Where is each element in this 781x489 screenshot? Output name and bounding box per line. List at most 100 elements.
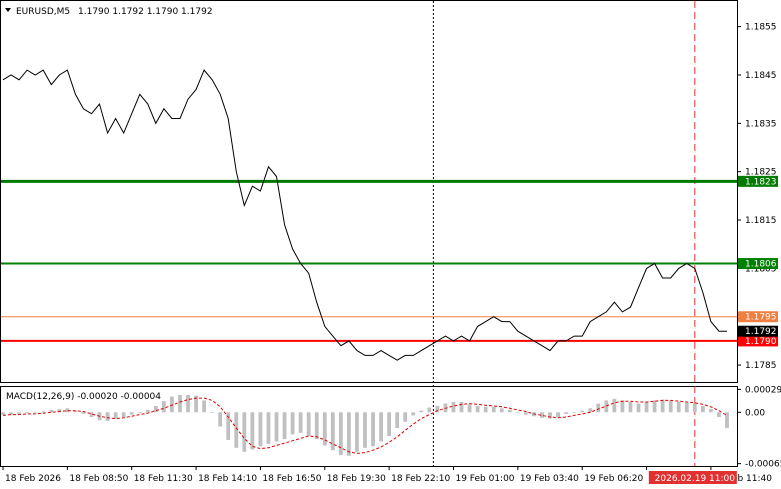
macd-bar xyxy=(290,412,295,435)
macd-bar xyxy=(49,409,54,413)
macd-bar xyxy=(692,403,697,413)
macd-bar xyxy=(306,412,311,436)
macd-bar xyxy=(556,412,560,418)
x-tick-label: 18 Feb 2026 xyxy=(5,474,61,484)
macd-bar xyxy=(298,412,303,433)
y-tick-label: 1.1825 xyxy=(745,168,777,178)
macd-bar xyxy=(548,412,552,419)
macd-bar xyxy=(636,403,641,413)
macd-bar xyxy=(266,412,271,444)
macd-bar xyxy=(338,412,343,455)
macd-bar xyxy=(218,412,223,427)
macd-bar xyxy=(57,409,62,413)
symbol-label: EURUSD,M5 xyxy=(16,7,70,17)
macd-bar xyxy=(483,406,488,413)
macd-bar xyxy=(170,396,174,413)
macd-bar xyxy=(363,412,367,448)
macd-bar xyxy=(322,412,327,446)
macd-bar xyxy=(540,412,544,418)
macd-bar xyxy=(65,408,70,413)
level-price-label: 1.1795 xyxy=(745,313,777,323)
macd-bar xyxy=(499,408,504,413)
macd-bar xyxy=(403,412,408,422)
macd-bar xyxy=(371,412,375,447)
macd-bar xyxy=(226,412,231,440)
macd-bar xyxy=(660,399,665,413)
macd-bar xyxy=(427,407,432,413)
macd-bar xyxy=(355,412,359,452)
level-price-label: 1.1806 xyxy=(745,260,777,270)
dropdown-triangle-icon[interactable] xyxy=(5,8,11,12)
chart-header: EURUSD,M5 1.1790 1.1792 1.1790 1.1792 xyxy=(5,7,213,17)
macd-bar xyxy=(105,412,110,421)
macd-bar xyxy=(330,412,335,451)
y-tick-label: 1.1855 xyxy=(745,23,777,33)
macd-bar xyxy=(145,409,150,413)
macd-bar xyxy=(652,400,657,413)
macd-y-tick-label: -0.00065 xyxy=(745,460,781,470)
macd-bar xyxy=(419,410,424,413)
macd-y-tick-label: 0.00 xyxy=(745,408,765,418)
x-tick-label: 19 Feb 03:40 xyxy=(520,474,579,484)
macd-bar xyxy=(467,404,472,413)
x-tick-label: 18 Feb 14:10 xyxy=(198,474,257,484)
macd-bar xyxy=(411,412,416,416)
last-price-label: 1.1792 xyxy=(745,327,777,337)
macd-bar xyxy=(137,412,142,414)
macd-bar xyxy=(250,412,255,450)
level-price-tag xyxy=(738,175,778,187)
macd-bar xyxy=(89,412,94,418)
level-price-tag xyxy=(738,311,778,323)
level-price-tag xyxy=(738,335,778,347)
macd-bar xyxy=(564,412,569,414)
macd-bar xyxy=(25,412,30,414)
horizontal-levels xyxy=(1,179,737,342)
price-series xyxy=(2,69,727,361)
macd-bar xyxy=(186,394,190,413)
macd-bar xyxy=(451,402,456,413)
macd-bar xyxy=(709,409,713,413)
macd-bar xyxy=(379,412,383,442)
macd-bar xyxy=(515,412,520,413)
y-tick-label: 1.1805 xyxy=(745,264,777,274)
macd-bar xyxy=(202,400,207,413)
macd-bar xyxy=(668,400,673,413)
x-tick-label: 18 Feb 22:10 xyxy=(391,474,450,484)
vertical-markers xyxy=(432,1,696,466)
macd-bar xyxy=(347,412,351,456)
macd-bar xyxy=(121,412,126,418)
macd-bar xyxy=(178,394,182,413)
macd-bar xyxy=(684,402,689,413)
macd-bar xyxy=(113,412,118,419)
macd-bar xyxy=(153,405,158,413)
macd-bar xyxy=(596,403,601,413)
x-tick-label: 18 Feb 19:30 xyxy=(327,474,386,484)
macd-bar xyxy=(9,412,13,415)
macd-bar xyxy=(41,411,46,413)
macd-y-tick-label: 0.00029 xyxy=(745,385,781,395)
level-price-tag xyxy=(738,258,778,270)
y-tick-label: 1.1785 xyxy=(745,361,777,371)
macd-bar xyxy=(129,412,134,415)
macd-bar xyxy=(572,412,577,414)
y-tick-label: 1.1845 xyxy=(745,71,777,81)
macd-bar xyxy=(387,412,392,436)
macd-bar xyxy=(161,401,166,413)
macd-bar xyxy=(644,402,649,413)
macd-bar xyxy=(1,412,5,415)
macd-title: MACD(12,26,9) -0.00020 -0.00004 xyxy=(6,392,161,402)
macd-bar xyxy=(435,405,440,413)
y-tick-label: 1.1815 xyxy=(745,216,777,226)
level-price-label: 1.1790 xyxy=(745,337,777,347)
macd-bar xyxy=(628,402,633,413)
macd-bar xyxy=(274,412,279,442)
macd-bar xyxy=(17,412,21,414)
macd-bar xyxy=(491,406,496,413)
macd-bar xyxy=(194,395,198,413)
level-price-label: 1.1823 xyxy=(745,177,777,187)
macd-bar xyxy=(81,412,86,414)
last-price-tag xyxy=(738,325,778,337)
x-tick-label: 19 Feb 11:40 xyxy=(713,474,772,484)
macd-histogram xyxy=(1,394,729,456)
